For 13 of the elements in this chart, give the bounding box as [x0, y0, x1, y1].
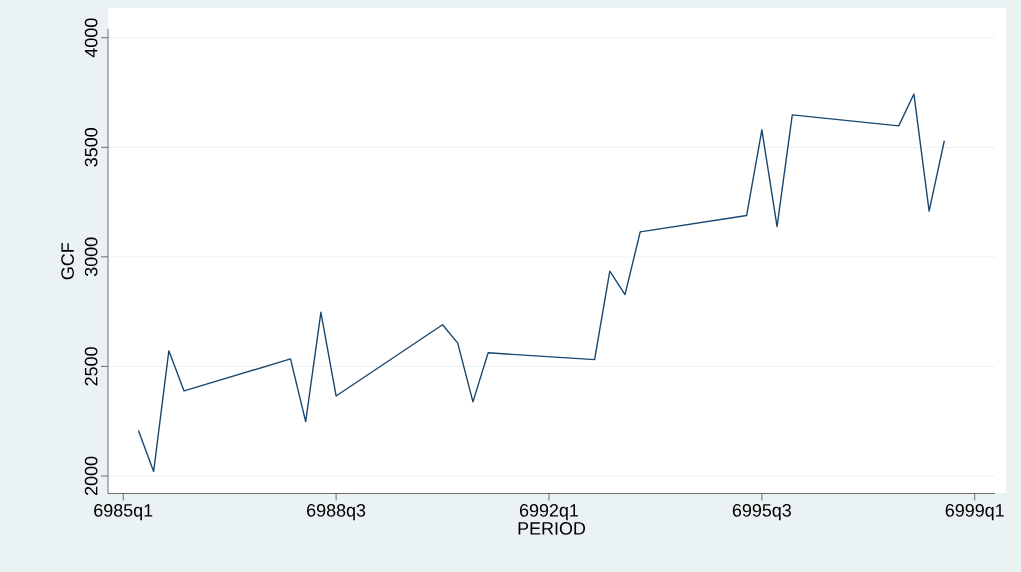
x-tick-label: 6992q1 [519, 504, 578, 521]
x-tick-label: 6995q3 [732, 504, 791, 521]
y-tick-label: 4000 [84, 18, 98, 58]
y-tick-label: 3500 [84, 128, 98, 167]
x-tick-label: 6985q1 [94, 504, 153, 521]
x-tick-label: 6999q1 [945, 504, 1004, 521]
line-series [137, 93, 946, 473]
x-axis-title: PERIOD [518, 522, 586, 535]
x-tick-label: 6988q3 [307, 504, 366, 521]
y-tick-label: 3000 [84, 237, 98, 277]
y-axis-title: GCF [61, 243, 74, 280]
y-tick-label: 2000 [84, 456, 98, 495]
y-tick-label: 2500 [84, 347, 98, 386]
